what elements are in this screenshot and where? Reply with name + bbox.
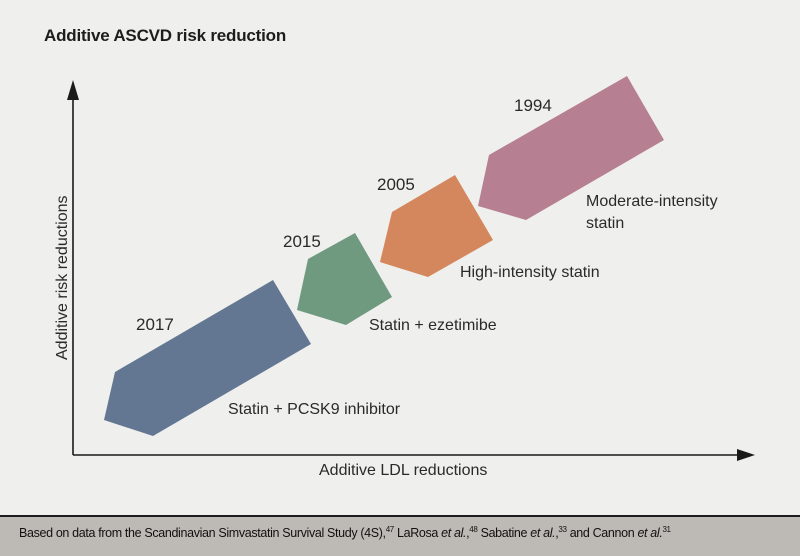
citation-text: et al. (530, 526, 556, 540)
citation-reference: 31 (662, 525, 671, 534)
y-axis-label: Additive risk reductions (54, 195, 71, 360)
therapy-label-moderate-intensity-statin-line2: statin (586, 215, 624, 232)
source-footer: Based on data from the Scandinavian Simv… (0, 515, 800, 556)
y-axis-arrow-icon (67, 80, 79, 100)
therapy-label-pcsk9: Statin + PCSK9 inhibitor (228, 401, 401, 418)
therapy-shape-moderate-intensity-statin (478, 76, 664, 220)
citation-reference: 47 (385, 525, 395, 534)
therapy-label-high-intensity-statin: High-intensity statin (460, 264, 600, 281)
therapy-label-ezetimibe: Statin + ezetimibe (369, 317, 497, 334)
citation-text: , (555, 526, 559, 540)
year-label-2005: 2005 (377, 175, 415, 194)
citation-text: et al. (637, 526, 663, 540)
citation-text: Sabatine (477, 526, 531, 540)
citation-reference: 33 (558, 525, 567, 534)
diagram-title: Additive ASCVD risk reduction (44, 26, 287, 45)
x-axis-label: Additive LDL reductions (319, 462, 487, 479)
x-axis-arrow-icon (737, 449, 755, 461)
citation-text: et al. (441, 526, 467, 540)
risk-reduction-diagram: Additive risk reductions Additive LDL re… (54, 76, 755, 479)
therapy-label-moderate-intensity-statin-line1: Moderate-intensity (586, 193, 718, 210)
citation-text: Based on data from the Scandinavian Simv… (19, 526, 386, 540)
year-label-1994: 1994 (514, 96, 552, 115)
therapy-shape-pcsk9 (104, 280, 311, 436)
year-label-2015: 2015 (283, 232, 321, 251)
therapy-shape-ezetimibe (297, 233, 392, 325)
source-citation: Based on data from the Scandinavian Simv… (19, 525, 671, 541)
citation-text: and Cannon (566, 526, 638, 540)
year-label-2017: 2017 (136, 315, 174, 334)
citation-reference: 48 (469, 525, 478, 534)
citation-text: , (466, 526, 470, 540)
citation-text: LaRosa (393, 526, 442, 540)
therapy-shape-high-intensity-statin (380, 175, 493, 277)
